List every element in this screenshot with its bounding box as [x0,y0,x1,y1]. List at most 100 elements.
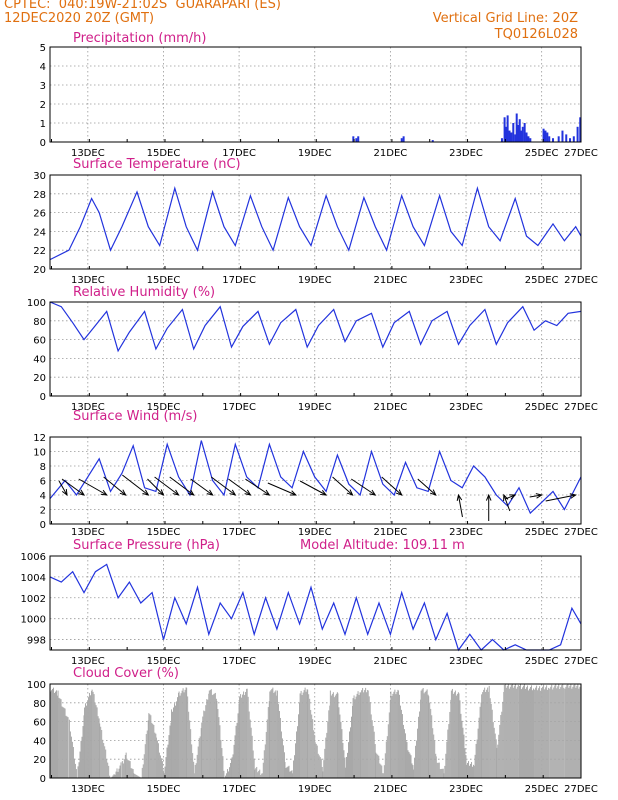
cloud-cover-bar [79,751,81,778]
cloud-cover-bar [452,693,454,778]
cloud-cover-bar [482,692,484,778]
cloud-cover-bar [179,695,181,778]
cloud-cover-bar [206,699,208,778]
cloud-cover-bar [545,687,547,778]
cloud-cover-bar [495,739,497,778]
x-tick-label: 13DEC [71,656,105,667]
cloud-cover-bar [107,762,109,778]
cloud-cover-bar [440,768,442,778]
cloud-cover-bar [156,740,158,778]
cloud-cover-bar [280,731,282,778]
cloud-cover-bar [265,731,267,778]
precip-bar [520,130,523,142]
cloud-cover-bar [228,767,230,778]
cloud-cover-bar [410,755,412,778]
cloud-cover-bar [299,693,301,778]
cloud-cover-bar [568,687,570,778]
wind-vector-head [78,489,86,496]
cloud-cover-bar [489,698,491,778]
panel-frame [49,555,582,651]
cloud-cover-bar [272,687,274,778]
cloud-cover-bar [64,708,66,778]
cloud-cover-bar [128,760,130,778]
cloud-cover-bar [578,688,580,778]
x-tick-label: 25DEC [525,784,559,795]
wind-vector [58,480,68,496]
x-tick-label: 19DEC [298,148,332,159]
cloud-cover-bar [126,759,128,778]
cloud-cover-bar [429,702,431,778]
wind-vector-head [569,493,577,499]
cloud-cover-bar [512,687,514,778]
cloud-cover-bar [327,721,329,778]
cloud-cover-bar [514,684,516,778]
cloud-cover-bar [444,765,446,778]
x-tick-label: 15DEC [147,275,181,286]
cloud-cover-bar [382,773,384,778]
cloud-cover-bar [178,692,180,778]
y-tick-label: 1004 [21,573,46,584]
cloud-cover-bar [58,697,60,778]
cloud-cover-bar [291,770,293,778]
cloud-cover-bar [542,686,544,778]
cloud-cover-bar [109,775,111,778]
x-tick-label: 15DEC [147,784,181,795]
cloud-cover-bar [505,687,507,778]
cloud-cover-bar [108,765,110,778]
cloud-cover-bar [189,720,191,778]
wind-vector-head [229,489,237,496]
cloud-cover-bar [57,695,58,778]
cloud-cover-bar [437,762,439,778]
wind-vector-head [100,489,108,496]
cloud-cover-bar [111,776,113,778]
y-tick-label: 100 [27,298,46,309]
cloud-cover-bar [379,763,381,778]
x-tick-label: 25DEC [525,656,559,667]
panel-frame [49,174,582,270]
cloud-cover-bar [52,688,53,778]
cloud-cover-bar [329,690,331,778]
cloud-cover-bar [339,714,341,778]
precip-bar [517,124,520,142]
cloud-cover-bar [314,734,316,778]
y-tick-label: 22 [33,246,46,257]
cloud-cover-bar [408,751,410,778]
cloud-cover-bar [91,689,93,778]
cloud-cover-bar [344,757,346,778]
x-tick-label: 21DEC [374,784,408,795]
cloud-cover-bar [97,716,99,778]
cloud-cover-bar [217,709,219,778]
cloud-cover-bar [378,755,380,778]
cloud-cover-bar [555,684,557,778]
cloud-cover-bar [257,772,259,778]
cloud-cover-bar [401,714,403,778]
cloud-cover-bar [443,773,445,778]
cloud-cover-bar [458,693,460,778]
cloud-cover-bar [147,720,149,778]
y-tick-label: 100 [27,680,46,691]
cloud-cover-bar [263,750,265,778]
wind-vector-head [142,489,150,496]
cloud-cover-bar [300,690,302,778]
cloud-cover-bar [175,705,177,778]
cloud-cover-bar [497,744,499,778]
series-line [49,563,582,652]
precip-bar [579,117,582,142]
cloud-cover-bar [569,685,571,778]
cloud-cover-bar [345,767,346,778]
y-tick-label: 0 [40,774,46,785]
y-tick-label: 60 [33,718,46,729]
cloud-cover-bar [202,716,204,778]
cloud-cover-bar [100,726,102,778]
x-tick-label: 13DEC [71,275,105,286]
cloud-cover-bar [146,730,148,778]
cloud-cover-bar [68,719,70,778]
cloud-cover-bar [289,771,291,778]
cloud-cover-bar [62,707,64,778]
cloud-cover-bar [288,765,290,778]
x-tick-label: 27DEC [564,275,598,286]
cloud-cover-bar [332,692,334,778]
y-tick-label: 80 [33,699,46,710]
cloud-cover-bar [524,688,526,778]
y-tick-label: 1002 [21,594,46,605]
